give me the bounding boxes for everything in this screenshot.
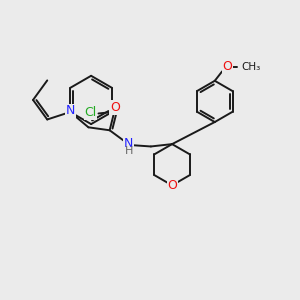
Text: CH₃: CH₃ bbox=[242, 62, 261, 72]
Text: H: H bbox=[124, 146, 133, 157]
Text: N: N bbox=[66, 104, 76, 117]
Text: O: O bbox=[222, 61, 232, 74]
Text: N: N bbox=[124, 137, 134, 150]
Text: O: O bbox=[110, 101, 120, 114]
Text: Cl: Cl bbox=[84, 106, 97, 119]
Text: O: O bbox=[167, 179, 177, 192]
